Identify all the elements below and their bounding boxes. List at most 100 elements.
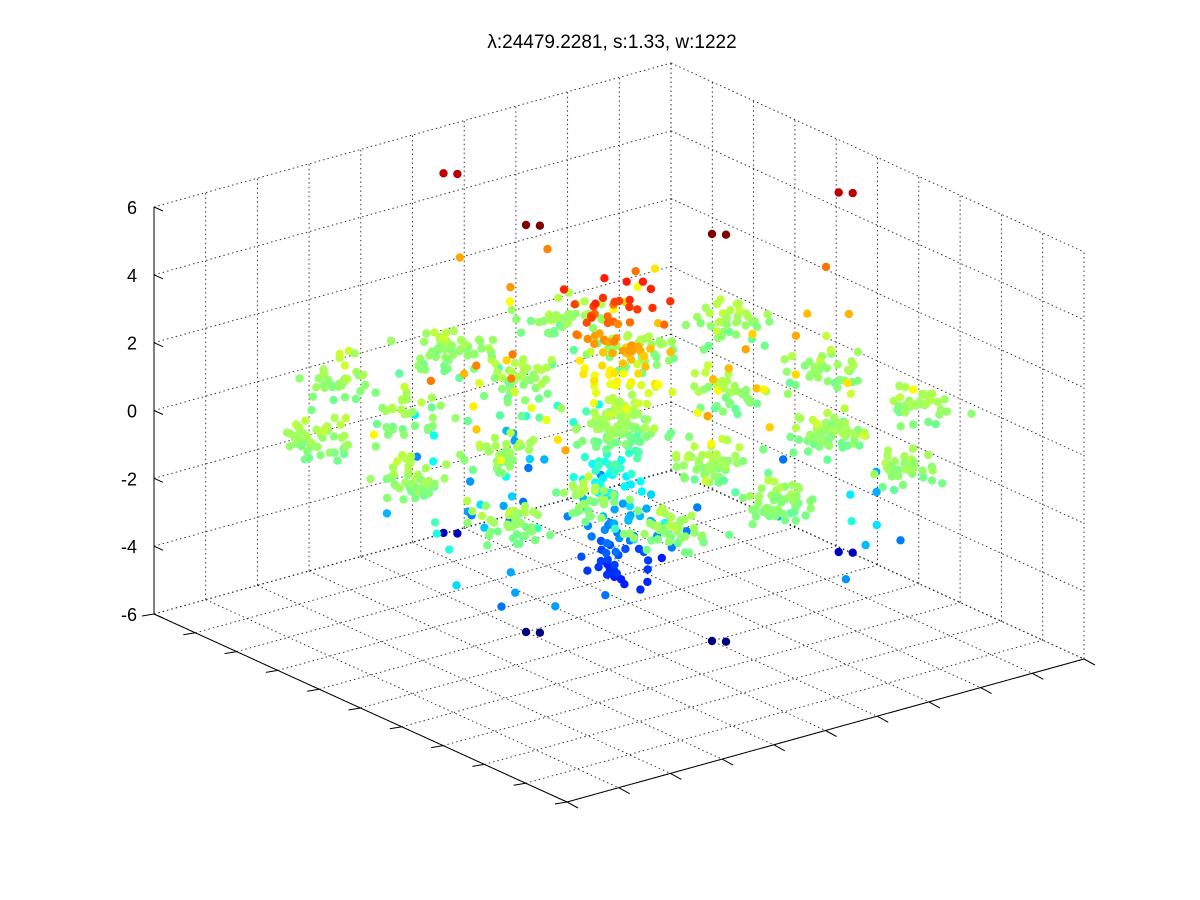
wall-grid-line [670,198,1085,389]
y-tick [566,801,579,809]
data-point [503,398,512,407]
data-point [647,536,656,545]
data-point [498,384,507,394]
data-point [382,509,392,518]
z-tick-label: 6 [127,198,137,218]
data-point [610,505,619,514]
data-point [399,430,409,440]
floor-grid-line [442,602,961,747]
data-point [386,336,396,346]
data-point [459,369,469,378]
data-point [624,448,634,458]
data-point [535,413,544,422]
data-point [542,363,552,372]
data-point [942,407,952,416]
data-point [717,332,727,341]
data-point [505,297,515,306]
data-point [696,318,705,328]
data-point [924,450,933,460]
data-point [520,531,530,540]
data-point [707,439,716,448]
data-point [840,404,849,413]
data-point [646,490,656,499]
data-point [658,339,668,348]
data-point [725,399,734,409]
data-point [343,440,353,450]
data-point [453,529,462,538]
data-point [791,516,801,525]
data-point [389,470,399,479]
data-point [780,355,789,364]
data-point [582,407,591,416]
data-point [637,487,646,496]
data-point [689,523,699,533]
data-point [595,329,604,338]
data-point [893,465,903,474]
data-point [792,491,801,500]
data-point [822,364,832,373]
data-point [731,330,741,339]
z-tick [153,342,164,348]
data-point [627,469,636,479]
data-point [563,319,572,328]
data-point [609,337,619,346]
data-point [731,451,740,461]
data-point [841,575,851,584]
data-point [848,548,857,557]
data-point [529,435,538,445]
data-point [383,493,392,503]
data-point [681,532,690,541]
floor-grid-line [360,564,878,709]
data-point [611,429,620,438]
data-point [361,380,370,390]
data-point [752,399,762,408]
data-point [652,352,661,362]
data-point [646,344,655,353]
wall-grid-line [670,401,1085,592]
data-point [896,422,905,431]
data-point [763,310,772,319]
data-point [735,306,744,315]
data-point [664,537,674,546]
z-tick-label: -6 [121,605,137,625]
data-point [699,538,708,547]
data-point [698,531,707,540]
data-point [581,517,590,526]
data-point [320,369,329,378]
y-tick [876,715,889,723]
data-point [633,454,642,463]
data-point [535,221,545,230]
data-point [484,531,494,540]
data-point [752,322,762,331]
data-point [776,483,785,492]
data-point [664,432,673,442]
x-tick [141,613,155,617]
z-tick-label: 4 [127,266,137,286]
data-point [531,373,540,383]
data-point [587,313,596,322]
data-point [545,530,555,540]
data-point [703,361,713,370]
data-point [356,386,365,396]
data-point [588,323,598,333]
data-point [439,169,448,178]
data-point [644,332,654,341]
data-point [704,341,713,351]
x-tick [183,632,196,636]
data-point [330,448,339,457]
data-point [499,501,508,511]
data-point [617,456,626,465]
data-point [640,529,649,539]
data-point [884,465,894,475]
data-point [488,335,498,344]
data-point [329,395,338,405]
z-tick [153,477,164,483]
z-axis-tick-labels: -6 -4 -2 0 2 4 6 [121,198,137,625]
z-tick-label: 2 [127,334,137,354]
data-point [481,501,491,510]
data-point [652,360,661,370]
data-point [594,460,603,469]
data-point [834,188,843,197]
data-point [794,435,803,444]
data-point [429,457,438,466]
